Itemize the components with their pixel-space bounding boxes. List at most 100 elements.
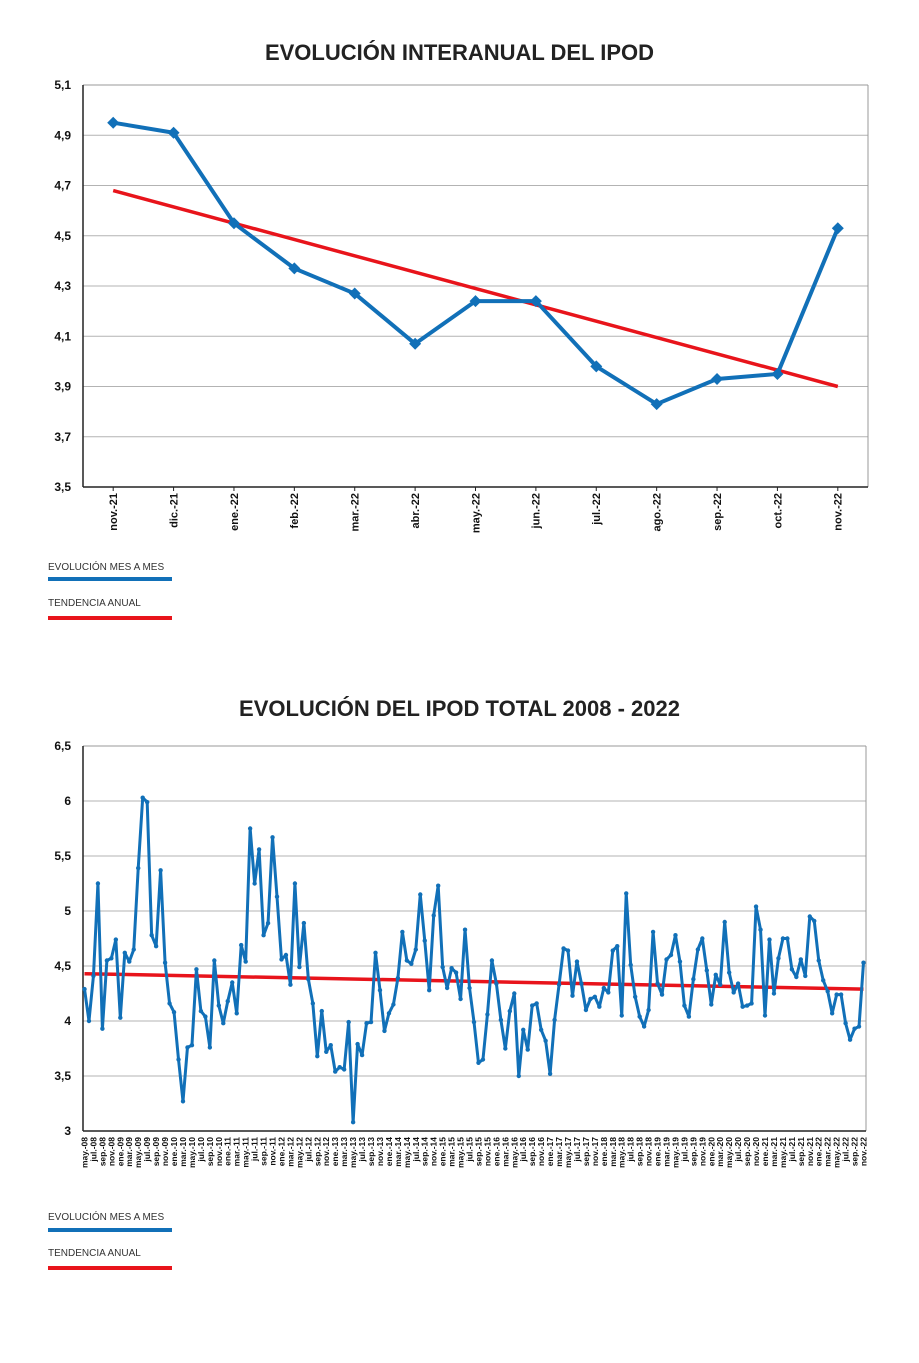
y-tick-label: 5,1 xyxy=(54,78,71,92)
data-point xyxy=(270,835,275,840)
y-tick-label: 3,5 xyxy=(54,1069,71,1083)
x-tick-label: nov.-08 xyxy=(106,1137,116,1166)
data-point xyxy=(538,1027,544,1032)
x-tick-label: ene.-16 xyxy=(491,1137,501,1167)
x-tick-label: oct.-22 xyxy=(772,493,784,528)
x-tick-label: mar.-13 xyxy=(339,1137,349,1167)
chart1-legend-series: EVOLUCIÓN MES A MES xyxy=(48,562,165,573)
y-tick-label: 3 xyxy=(64,1124,71,1138)
data-point xyxy=(709,1002,714,1007)
x-tick-label: nov.-17 xyxy=(590,1137,600,1166)
data-point xyxy=(144,799,150,805)
x-tick-label: sep.-15 xyxy=(473,1137,483,1167)
data-point xyxy=(655,981,660,986)
x-tick-label: feb.-22 xyxy=(289,493,301,528)
data-point xyxy=(104,958,110,963)
x-tick-label: ago.-22 xyxy=(652,493,664,532)
data-point xyxy=(368,1019,374,1025)
data-point xyxy=(95,881,101,886)
x-tick-label: mar.-22 xyxy=(823,1137,833,1167)
y-tick-label: 6 xyxy=(64,794,71,808)
data-point xyxy=(176,1057,181,1062)
data-point xyxy=(494,981,499,986)
data-point xyxy=(212,958,217,963)
chart1-legend-trend: TENDENCIA ANUAL xyxy=(48,598,141,609)
data-point xyxy=(422,938,427,943)
data-point xyxy=(427,988,432,993)
x-tick-label: nov.-09 xyxy=(160,1137,170,1166)
data-point xyxy=(118,1015,123,1020)
data-point xyxy=(373,950,378,955)
x-tick-label: jul.-15 xyxy=(464,1137,474,1163)
data-point xyxy=(780,936,786,941)
chart2-legend-trend-swatch xyxy=(48,1266,172,1270)
data-point xyxy=(534,1001,539,1006)
x-tick-label: mar.-18 xyxy=(608,1137,618,1167)
data-point xyxy=(606,990,611,995)
y-tick-label: 3,7 xyxy=(54,430,71,444)
data-point xyxy=(243,959,248,964)
x-tick-label: nov.-22 xyxy=(858,1137,868,1166)
data-point xyxy=(771,991,777,996)
data-point xyxy=(467,985,472,991)
chart2-plot: 33,544,555,566,5may.-08jul.-08sep.-08nov… xyxy=(54,739,868,1168)
x-tick-label: may.-10 xyxy=(187,1137,197,1168)
data-point xyxy=(462,927,468,932)
x-tick-label: sep.-22 xyxy=(712,493,724,531)
data-point xyxy=(713,972,718,977)
x-tick-label: ene.-19 xyxy=(653,1137,663,1167)
data-point xyxy=(597,1004,602,1009)
data-point xyxy=(529,295,542,308)
data-point xyxy=(485,1012,490,1017)
x-tick-label: sep.-10 xyxy=(205,1137,215,1167)
y-tick-label: 3,9 xyxy=(54,380,71,394)
data-point xyxy=(691,977,696,982)
x-tick-label: jul.-13 xyxy=(357,1137,367,1163)
data-point xyxy=(418,892,423,897)
x-tick-label: jul.-08 xyxy=(88,1137,98,1163)
data-point xyxy=(843,1021,848,1026)
chart2-title: EVOLUCIÓN DEL IPOD TOTAL 2008 - 2022 xyxy=(239,696,680,721)
y-tick-label: 4,5 xyxy=(54,959,71,973)
x-tick-label: ene.-14 xyxy=(384,1137,394,1167)
data-point xyxy=(306,977,311,982)
data-point xyxy=(256,847,262,852)
x-tick-label: ene.-22 xyxy=(814,1137,824,1167)
y-tick-label: 3,5 xyxy=(54,480,71,494)
x-tick-label: may.-11 xyxy=(241,1137,251,1168)
data-point xyxy=(333,1069,338,1074)
data-point xyxy=(449,966,454,971)
data-point xyxy=(632,994,638,999)
data-point xyxy=(171,1010,177,1015)
data-point xyxy=(650,398,663,411)
data-point xyxy=(435,883,441,888)
x-tick-label: nov.-21 xyxy=(805,1137,815,1166)
trend-line xyxy=(84,971,864,991)
data-point xyxy=(641,1024,647,1029)
data-point xyxy=(109,956,114,961)
series-line xyxy=(83,796,865,1124)
data-point xyxy=(637,1014,642,1019)
x-tick-label: may.-12 xyxy=(294,1137,304,1168)
data-point xyxy=(324,1049,329,1054)
x-tick-label: jul.-09 xyxy=(142,1137,152,1163)
x-tick-label: mar.-15 xyxy=(447,1137,457,1167)
data-point xyxy=(776,956,781,961)
data-point xyxy=(579,981,584,986)
x-tick-label: sep.-13 xyxy=(366,1137,376,1167)
data-point xyxy=(91,973,96,979)
data-point xyxy=(216,1003,222,1008)
x-tick-label: ene.-21 xyxy=(760,1137,770,1167)
x-tick-label: sep.-11 xyxy=(259,1137,269,1166)
x-tick-label: may.-21 xyxy=(778,1137,788,1168)
x-tick-label: jun.-22 xyxy=(531,493,543,529)
data-point xyxy=(238,942,244,948)
data-point xyxy=(590,360,603,373)
data-point xyxy=(158,868,163,873)
x-tick-label: ene.-20 xyxy=(706,1137,716,1167)
y-tick-label: 4 xyxy=(64,1014,71,1028)
data-point xyxy=(162,960,168,965)
y-tick-label: 4,7 xyxy=(54,179,71,193)
data-point xyxy=(453,970,459,975)
data-point xyxy=(395,975,401,981)
